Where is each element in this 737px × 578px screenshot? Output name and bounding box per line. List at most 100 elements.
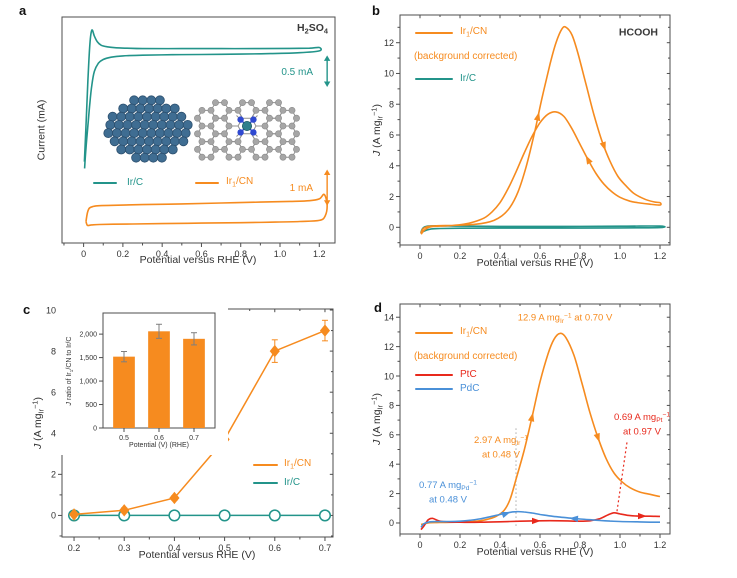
- legend-label-background-corrected: (background corrected): [414, 51, 518, 62]
- svg-text:1.0: 1.0: [614, 251, 627, 261]
- svg-text:1.2: 1.2: [654, 251, 667, 261]
- annotation-peak-mass-activity: 12.9 A mgIr−1 at 0.70 V: [517, 312, 613, 325]
- legend-label-irc: Ir/C: [460, 73, 477, 84]
- legend-line-ir1cn: [253, 464, 278, 466]
- svg-text:12: 12: [384, 38, 394, 48]
- catalyst-structure-illustration: [103, 95, 300, 163]
- legend-label-ir1cn: Ir1/CN: [460, 26, 488, 39]
- svg-text:0: 0: [417, 251, 422, 261]
- svg-text:8: 8: [51, 346, 56, 356]
- panel-b-x-axis-label: Potential versus RHE (V): [476, 257, 594, 269]
- panel-c-letter: c: [23, 302, 31, 317]
- svg-text:0.7: 0.7: [189, 435, 199, 442]
- svg-text:6: 6: [389, 430, 394, 440]
- panel-d-letter: d: [374, 300, 382, 315]
- legend-label-irc: Ir/C: [127, 177, 144, 188]
- svg-text:0.2: 0.2: [454, 251, 467, 261]
- nanoparticle-icon: [103, 95, 193, 163]
- svg-text:4: 4: [389, 161, 394, 171]
- panel-d-x-axis-label: Potential versus RHE (V): [476, 546, 594, 558]
- panel-a-y-axis-label: Current (mA): [35, 99, 48, 161]
- svg-text:2: 2: [51, 470, 56, 480]
- legend-line-irc: [253, 482, 278, 484]
- svg-text:0.4: 0.4: [168, 543, 181, 553]
- svg-text:1.2: 1.2: [654, 540, 667, 550]
- panel-b-y-axis-label: J (A mgIr−1): [369, 104, 385, 156]
- svg-text:500: 500: [85, 402, 97, 409]
- legend-label-ptc: PtC: [460, 369, 477, 380]
- svg-text:8: 8: [389, 99, 394, 109]
- svg-text:6: 6: [389, 130, 394, 140]
- svg-text:1.0: 1.0: [614, 540, 627, 550]
- svg-text:1.0: 1.0: [274, 249, 287, 259]
- panel-a-x-axis-label: Potential versus RHE (V): [139, 254, 257, 266]
- svg-text:14: 14: [384, 312, 394, 322]
- svg-text:0.6: 0.6: [269, 543, 282, 553]
- svg-text:6: 6: [51, 387, 56, 397]
- svg-text:2,000: 2,000: [79, 332, 97, 339]
- panel-a-plot: 0 0.2 0.4 0.6 0.8 1.0 1.2: [61, 16, 336, 259]
- legend-label-ir1cn: Ir1/CN: [460, 326, 488, 339]
- svg-text:0: 0: [389, 518, 394, 528]
- panel-a-scalebar-teal-label: 0.5 mA: [281, 67, 313, 78]
- legend-line-irc: [93, 182, 117, 184]
- svg-text:0.8: 0.8: [234, 249, 247, 259]
- annotation-ir1cn-at-048: 2.97 A mgIr−1 at 0.48 V: [474, 434, 528, 461]
- svg-text:1,500: 1,500: [79, 355, 97, 362]
- svg-text:1,000: 1,000: [79, 379, 97, 386]
- svg-text:10: 10: [384, 69, 394, 79]
- svg-text:1.2: 1.2: [313, 249, 326, 259]
- svg-text:0.2: 0.2: [68, 543, 81, 553]
- svg-text:0.8: 0.8: [574, 540, 587, 550]
- panel-d-y-axis-label: J (A mgIr−1): [369, 393, 385, 445]
- panel-a-electrolyte-label: H2SO4: [297, 21, 328, 36]
- single-atom-site-icon: [194, 99, 300, 161]
- panel-c-inset-x-axis-label: Potential (V) (RHE): [129, 441, 189, 449]
- panel-c-x-axis-label: Potential versus RHE (V): [138, 549, 256, 561]
- svg-text:4: 4: [51, 429, 56, 439]
- panel-b: 0 0.2 0.4 0.6 0.8 1.0 1.2 0 2 4 6 8 10 12 b J (A mgIr…: [368, 0, 737, 289]
- svg-text:10: 10: [46, 305, 56, 315]
- svg-text:0.4: 0.4: [494, 251, 507, 261]
- svg-text:0.2: 0.2: [117, 249, 130, 259]
- svg-text:0.7: 0.7: [319, 543, 332, 553]
- panel-a: 0 0.2 0.4 0.6 0.8 1.0 1.2 a Current (mA) Poten…: [0, 0, 368, 289]
- legend-line-pdc: [415, 388, 453, 390]
- panel-c-inset-plot: 0.5 0.6 0.7 0 500 1,000 1,500 2,000: [79, 312, 216, 442]
- legend-line-ir1cn: [415, 32, 453, 34]
- svg-text:0.6: 0.6: [534, 540, 547, 550]
- panel-c-plot: 0.2 0.3 0.4 0.5 0.6 0.7 0 2 4 6 8 10: [46, 305, 334, 553]
- panel-c-inset-y-axis-label: J ratio of Ir1/CN to Ir/C: [66, 336, 75, 406]
- panel-d: 0 0.2 0.4 0.6 0.8 1.0 1.2 0 2 4 6 8 10 12 14 d J (A mg…: [368, 289, 737, 578]
- svg-text:10: 10: [384, 371, 394, 381]
- svg-text:0.6: 0.6: [195, 249, 208, 259]
- annotation-pdc-at-048: 0.77 A mgPd−1 at 0.48 V: [419, 479, 477, 506]
- panel-a-scalebar-orange-label: 1 mA: [289, 183, 313, 194]
- svg-text:0.3: 0.3: [118, 543, 131, 553]
- svg-text:0.4: 0.4: [494, 540, 507, 550]
- legend-label-background-corrected: (background corrected): [414, 351, 518, 362]
- svg-text:2: 2: [389, 489, 394, 499]
- legend-line-ptc: [415, 374, 453, 376]
- svg-text:0.5: 0.5: [218, 543, 231, 553]
- svg-text:4: 4: [389, 459, 394, 469]
- panel-d-plot: 0 0.2 0.4 0.6 0.8 1.0 1.2 0 2 4 6 8 10 12 14: [384, 303, 671, 550]
- panel-b-letter: b: [372, 3, 380, 18]
- svg-text:0.8: 0.8: [574, 251, 587, 261]
- legend-label-irc: Ir/C: [284, 477, 301, 488]
- svg-text:0.5: 0.5: [119, 435, 129, 442]
- svg-text:0.4: 0.4: [156, 249, 169, 259]
- legend-line-irc: [415, 78, 453, 80]
- svg-text:2: 2: [389, 192, 394, 202]
- legend-label-pdc: PdC: [460, 383, 480, 394]
- annotation-ptc-at-097: 0.69 A mgPt−1 at 0.97 V: [613, 411, 671, 438]
- panel-a-letter: a: [19, 3, 27, 18]
- svg-text:0: 0: [389, 223, 394, 233]
- legend-line-ir1cn: [415, 332, 453, 334]
- svg-text:8: 8: [389, 401, 394, 411]
- svg-text:0.6: 0.6: [154, 435, 164, 442]
- panel-b-plot: 0 0.2 0.4 0.6 0.8 1.0 1.2 0 2 4 6 8 10 12: [384, 14, 671, 261]
- svg-text:0.2: 0.2: [454, 540, 467, 550]
- svg-text:0: 0: [93, 426, 97, 433]
